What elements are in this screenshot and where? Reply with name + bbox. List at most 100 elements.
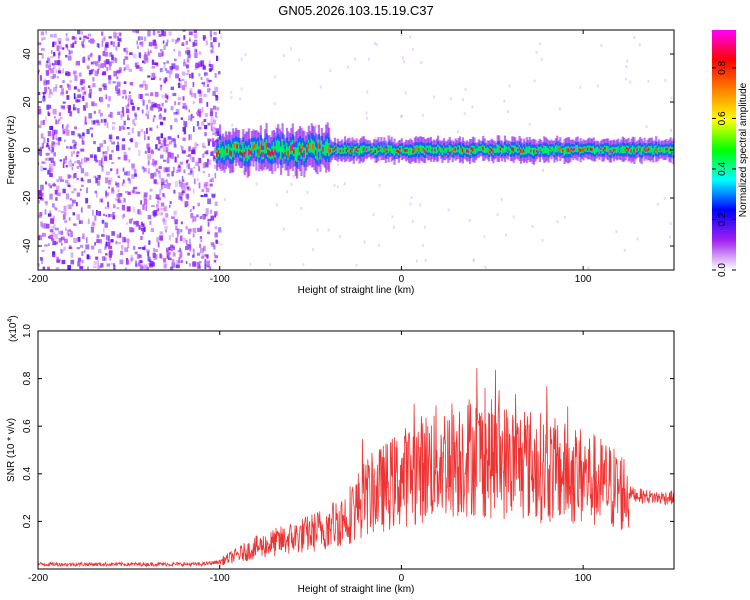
noise-pixel bbox=[209, 209, 213, 214]
noise-pixel bbox=[107, 206, 109, 209]
noise-pixel bbox=[209, 183, 213, 187]
noise-pixel bbox=[112, 57, 116, 61]
signal-band-cell bbox=[470, 147, 473, 150]
noise-pixel bbox=[69, 198, 73, 201]
noise-pixel bbox=[111, 60, 114, 64]
noise-pixel bbox=[68, 245, 72, 249]
noise-pixel bbox=[39, 257, 43, 261]
noise-pixel bbox=[134, 141, 138, 148]
noise-pixel bbox=[48, 163, 53, 170]
noise-pixel bbox=[175, 73, 179, 79]
signal-band-cell bbox=[310, 138, 313, 152]
signal-band-cell bbox=[666, 148, 669, 151]
signal-band-cell bbox=[227, 144, 230, 156]
noise-pixel bbox=[193, 166, 196, 169]
noise-pixel bbox=[172, 252, 176, 257]
noise-pixel bbox=[101, 40, 104, 47]
noise-pixel bbox=[81, 79, 85, 84]
colorbar-tick-label: 0.4 bbox=[717, 162, 728, 176]
noise-pixel bbox=[47, 266, 50, 270]
noise-pixel bbox=[57, 52, 60, 59]
noise-pixel bbox=[170, 248, 174, 252]
noise-pixel bbox=[187, 186, 189, 190]
noise-pixel bbox=[53, 53, 56, 57]
noise-pixel bbox=[88, 39, 90, 43]
noise-pixel bbox=[156, 125, 159, 129]
noise-pixel bbox=[140, 200, 143, 205]
signal-band-cell bbox=[323, 144, 326, 156]
noise-pixel bbox=[193, 149, 196, 155]
noise-pixel bbox=[50, 168, 54, 173]
noise-pixel bbox=[101, 219, 105, 224]
noise-pixel bbox=[141, 36, 144, 40]
noise-pixel bbox=[65, 44, 68, 48]
noise-pixel bbox=[208, 173, 211, 177]
noise-pixel bbox=[81, 158, 83, 165]
noise-pixel bbox=[171, 138, 174, 143]
noise-pixel bbox=[38, 162, 40, 166]
noise-pixel bbox=[186, 64, 189, 69]
noise-pixel bbox=[53, 41, 57, 46]
noise-pixel bbox=[129, 91, 131, 94]
noise-pixel bbox=[182, 178, 185, 182]
noise-pixel bbox=[207, 229, 210, 234]
noise-pixel bbox=[111, 122, 116, 125]
noise-pixel bbox=[102, 151, 105, 155]
noise-pixel bbox=[127, 103, 130, 107]
noise-pixel bbox=[183, 35, 186, 40]
noise-pixel bbox=[83, 85, 86, 91]
noise-pixel bbox=[167, 151, 171, 158]
noise-pixel bbox=[70, 252, 74, 258]
noise-pixel bbox=[162, 217, 165, 222]
noise-pixel bbox=[66, 45, 69, 51]
signal-band-cell bbox=[368, 146, 371, 152]
noise-pixel bbox=[57, 70, 62, 74]
signal-band-cell bbox=[240, 152, 243, 157]
noise-pixel bbox=[208, 63, 212, 67]
noise-pixel bbox=[99, 143, 103, 148]
noise-pixel bbox=[87, 85, 91, 88]
signal-band-cell bbox=[492, 150, 495, 154]
noise-pixel bbox=[116, 168, 119, 175]
background-pixel bbox=[484, 265, 487, 269]
noise-pixel bbox=[207, 159, 212, 162]
noise-pixel bbox=[77, 30, 81, 35]
background-pixel bbox=[410, 196, 413, 199]
noise-pixel bbox=[70, 259, 75, 265]
noise-pixel bbox=[206, 83, 209, 88]
background-pixel bbox=[556, 220, 559, 224]
noise-pixel bbox=[157, 148, 161, 151]
noise-pixel bbox=[130, 257, 134, 261]
noise-pixel bbox=[40, 133, 44, 139]
noise-pixel bbox=[190, 113, 193, 117]
noise-pixel bbox=[200, 195, 204, 198]
noise-pixel bbox=[44, 200, 48, 204]
noise-pixel bbox=[47, 57, 51, 63]
noise-pixel bbox=[112, 215, 116, 220]
noise-pixel bbox=[123, 151, 127, 154]
noise-pixel bbox=[202, 64, 205, 68]
noise-pixel bbox=[123, 197, 126, 203]
noise-pixel bbox=[191, 149, 195, 155]
signal-band-cell bbox=[377, 147, 380, 151]
signal-band-cell bbox=[480, 146, 483, 151]
noise-pixel bbox=[100, 96, 104, 103]
noise-pixel bbox=[53, 142, 56, 147]
noise-pixel bbox=[77, 237, 81, 242]
background-pixel bbox=[372, 212, 375, 216]
noise-pixel bbox=[87, 179, 91, 183]
noise-pixel bbox=[42, 119, 45, 125]
noise-pixel bbox=[104, 156, 108, 161]
background-pixel bbox=[302, 263, 305, 267]
noise-pixel bbox=[126, 206, 131, 212]
noise-pixel bbox=[123, 48, 126, 52]
noise-pixel bbox=[65, 164, 68, 168]
noise-pixel bbox=[177, 97, 182, 101]
noise-pixel bbox=[68, 229, 72, 232]
noise-pixel bbox=[171, 63, 176, 69]
noise-pixel bbox=[186, 159, 189, 162]
noise-pixel bbox=[59, 116, 63, 120]
noise-pixel bbox=[200, 239, 203, 243]
signal-band-cell bbox=[358, 148, 361, 156]
signal-band-cell bbox=[335, 150, 338, 153]
